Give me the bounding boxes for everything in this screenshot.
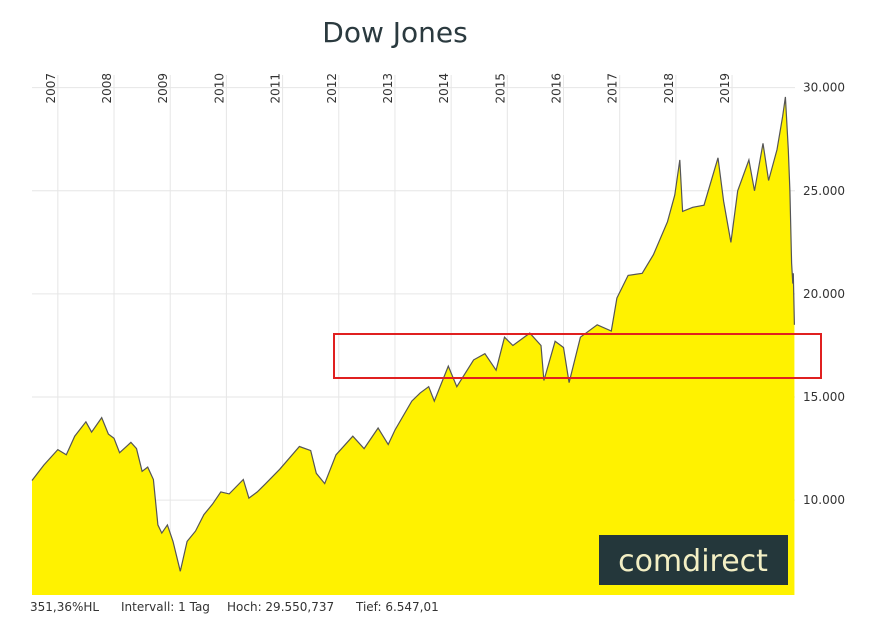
x-tick-label: 2015 [493,73,507,104]
x-tick-label: 2018 [662,73,676,104]
footer-text: Intervall: 1 Tag [121,600,210,614]
x-tick-label: 2016 [550,73,564,104]
highlight-box [333,333,822,379]
y-tick-label: 25.000 [803,184,845,198]
x-tick-label: 2017 [606,73,620,104]
x-tick-label: 2019 [718,73,732,104]
x-tick-label: 2010 [212,73,226,104]
x-tick-label: 2009 [156,73,170,104]
y-tick-label: 15.000 [803,390,845,404]
x-tick-label: 2014 [437,73,451,104]
chart-title: Dow Jones [322,16,467,49]
footer-text: 351,36%HL [30,600,99,614]
logo: comdirect [618,544,768,579]
x-tick-label: 2012 [325,73,339,104]
x-tick-label: 2008 [100,73,114,104]
y-tick-label: 30.000 [803,81,845,95]
logo-box [599,535,788,585]
y-tick-label: 10.000 [803,493,845,507]
footer-text: Hoch: 29.550,737 [227,600,334,614]
footer-text: Tief: 6.547,01 [355,600,439,614]
x-tick-label: 2007 [44,73,58,104]
x-tick-label: 2011 [269,73,283,104]
area [32,96,795,596]
line [31,96,795,572]
x-tick-label: 2013 [381,73,395,104]
y-tick-label: 20.000 [803,287,845,301]
